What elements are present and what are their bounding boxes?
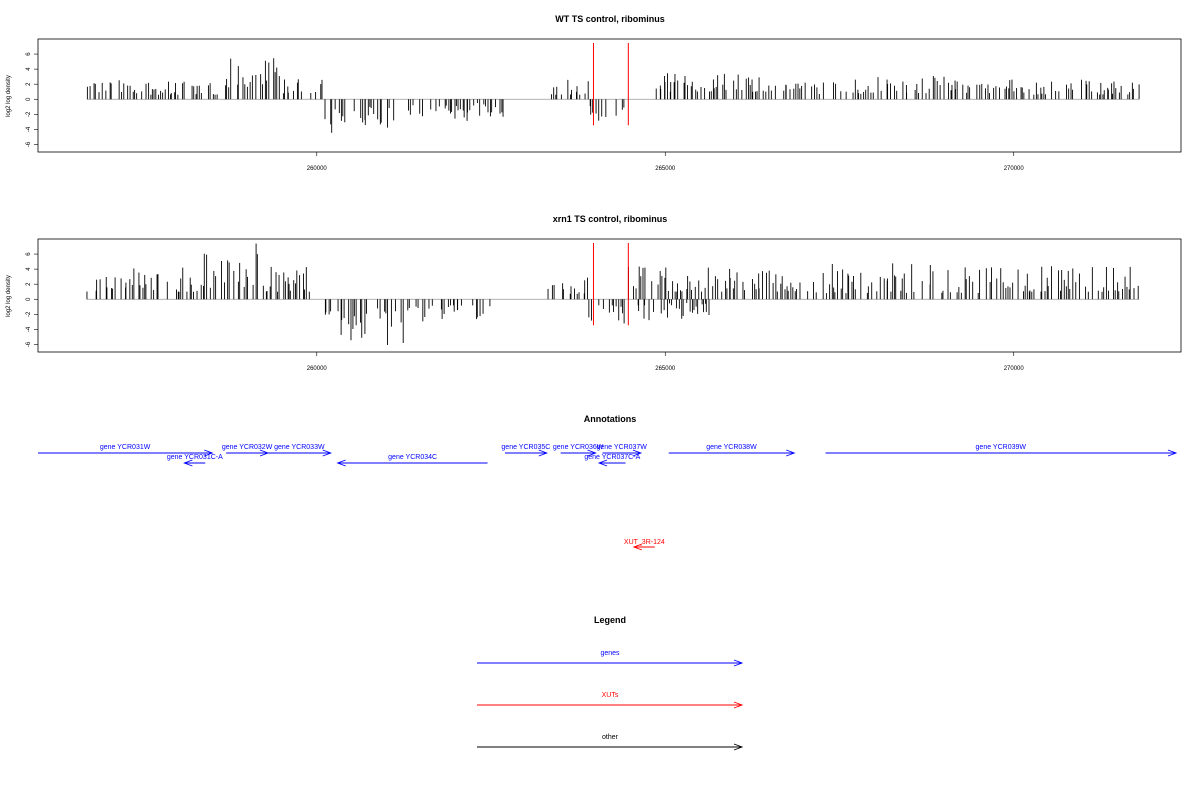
- x-tick-label: 270000: [1004, 166, 1025, 172]
- gene-arrow: [668, 449, 796, 457]
- xut-label: XUT_3R-124: [624, 539, 665, 546]
- gene-label: gene YCR031W: [100, 444, 151, 451]
- y-tick-label: 0: [26, 297, 32, 301]
- panel-xrn1-y-axis: -6 -4 -2 0 2 4 6: [26, 252, 38, 347]
- panel-wt-frame: [37, 38, 1182, 153]
- y-tick-label: 4: [26, 67, 32, 71]
- y-tick-label: -6: [26, 141, 32, 147]
- x-tick-label: 265000: [655, 166, 676, 172]
- y-tick-label: -4: [26, 326, 32, 332]
- panel-wt-y-axis: -6 -4 -2 0 2 4 6: [26, 52, 38, 147]
- gene-arrow: [504, 449, 549, 457]
- annotation-xuts: XUT_3R-124: [624, 539, 665, 551]
- legend-label: genes: [600, 650, 620, 657]
- y-tick-label: 6: [26, 52, 32, 56]
- y-tick-label: -2: [26, 311, 32, 317]
- annotations-track: Annotations gene YCR031W gene YCR031C-A ge…: [38, 414, 1178, 551]
- legend-label: XUTs: [602, 692, 619, 699]
- y-tick-label: 6: [26, 252, 32, 256]
- y-tick-label: -6: [26, 341, 32, 347]
- y-tick-label: 2: [26, 82, 32, 86]
- legend-arrow: [477, 659, 744, 667]
- legend: Legend genes XUTs other: [477, 615, 744, 751]
- panel-wt-ylabel: log2 log density: [6, 75, 12, 117]
- y-tick-label: 0: [26, 97, 32, 101]
- y-tick-label: 4: [26, 267, 32, 271]
- panel-xrn1-title: xrn1 TS control, ribominus: [553, 214, 668, 224]
- gene-arrow: [560, 449, 597, 457]
- y-tick-label: -2: [26, 111, 32, 117]
- gene-arrow: [602, 449, 643, 457]
- gene-label: gene YCR039W: [976, 444, 1027, 451]
- x-tick-label: 265000: [655, 366, 676, 372]
- y-tick-label: 2: [26, 282, 32, 286]
- y-tick-label: -4: [26, 126, 32, 132]
- panel-wt-x-axis: 260000 265000 270000: [307, 152, 1025, 172]
- panel-wt-title: WT TS control, ribominus: [555, 14, 665, 24]
- gene-arrow: [183, 459, 206, 467]
- panel-wt-region-lines: [592, 43, 629, 126]
- annotations-title: Annotations: [584, 414, 637, 424]
- gene-label: gene YCR036W: [553, 444, 604, 451]
- gene-label: gene YCR038W: [706, 444, 757, 451]
- gene-label: gene YCR037W: [596, 444, 647, 451]
- panel-xrn1-bars: [86, 243, 1139, 346]
- panel-xrn1: xrn1 TS control, ribominus log2 log dens…: [6, 214, 1182, 372]
- gene-label: gene YCR034C: [388, 454, 437, 461]
- gene-label: gene YCR032W: [222, 444, 273, 451]
- x-tick-label: 270000: [1004, 366, 1025, 372]
- legend-label: other: [602, 734, 619, 741]
- gene-arrow: [825, 449, 1178, 457]
- legend-arrow: [477, 743, 744, 751]
- gene-arrow: [38, 449, 214, 457]
- panel-xrn1-region-lines: [592, 243, 629, 326]
- gene-arrow: [336, 459, 488, 467]
- gene-label: gene YCR037C-A: [584, 454, 640, 461]
- legend-title: Legend: [594, 615, 626, 625]
- xut-arrow: [632, 543, 655, 551]
- x-tick-label: 260000: [307, 366, 328, 372]
- gene-label: gene YCR031C-A: [167, 454, 223, 461]
- panel-wt-bars: [86, 58, 1140, 133]
- gene-arrow: [267, 449, 333, 457]
- legend-items: genes XUTs other: [477, 650, 744, 751]
- panel-xrn1-ylabel: log2 log density: [6, 275, 12, 317]
- panel-xrn1-x-axis: 260000 265000 270000: [307, 352, 1025, 372]
- gene-arrow: [597, 459, 626, 467]
- legend-arrow: [477, 701, 744, 709]
- panel-wt: WT TS control, ribominus log2 log densit…: [6, 14, 1182, 172]
- gene-label: gene YCR035C: [501, 444, 550, 451]
- gene-label: gene YCR033W: [274, 444, 325, 451]
- x-tick-label: 260000: [307, 166, 328, 172]
- panel-xrn1-frame: [37, 238, 1182, 353]
